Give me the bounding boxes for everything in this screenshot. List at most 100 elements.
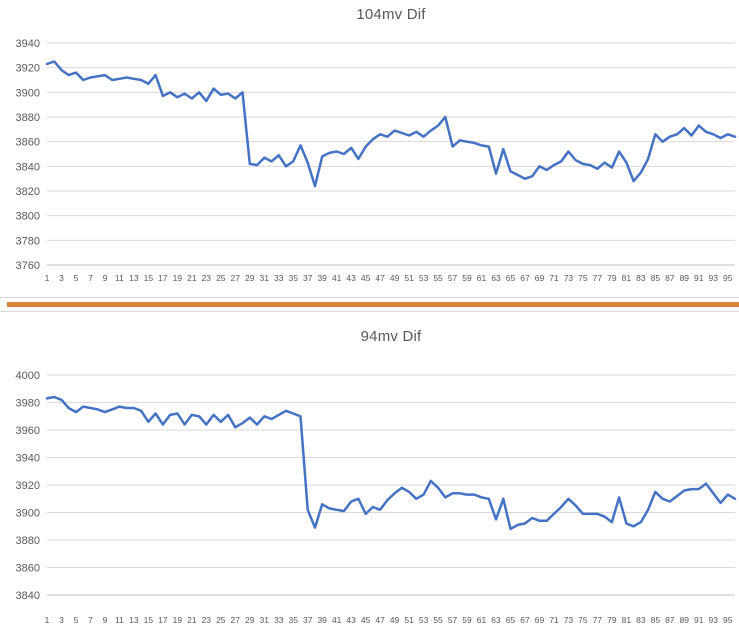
x-tick-label: 33	[274, 615, 284, 625]
x-tick-label: 23	[202, 615, 212, 625]
x-tick-label: 83	[636, 273, 646, 283]
x-tick-label: 21	[187, 615, 197, 625]
x-tick-label: 23	[202, 273, 212, 283]
x-tick-label: 85	[651, 273, 661, 283]
x-tick-label: 21	[187, 273, 197, 283]
line-chart-plot: 3940 3920 3900 3880 3860 3840 3820 3800 3780 3760…	[16, 38, 737, 283]
x-tick-label: 43	[346, 273, 356, 283]
x-tick-label: 3	[59, 273, 64, 283]
chart-104mv-dif: 104mv Dif 3940 3920 3900 3880 3860 3840 3820 38…	[0, 0, 739, 298]
y-tick-label: 3760	[16, 260, 40, 272]
x-tick-label: 17	[158, 615, 168, 625]
chart-title: 104mv Dif	[356, 6, 426, 23]
x-tick-label: 81	[622, 615, 632, 625]
y-tick-label: 3940	[16, 453, 40, 465]
x-tick-label: 89	[680, 615, 690, 625]
x-tick-label: 65	[506, 273, 516, 283]
x-tick-label: 71	[549, 615, 559, 625]
series-line	[45, 395, 737, 531]
x-tick-label: 59	[462, 615, 472, 625]
x-tick-label: 85	[651, 615, 661, 625]
x-tick-label: 35	[288, 615, 298, 625]
x-tick-label: 87	[665, 273, 675, 283]
y-tick-label: 3800	[16, 211, 40, 223]
x-tick-label: 57	[448, 615, 458, 625]
x-tick-label: 37	[303, 615, 313, 625]
x-tick-label: 79	[607, 615, 617, 625]
y-tick-label: 3880	[16, 535, 40, 547]
x-tick-label: 31	[260, 273, 270, 283]
x-tick-label: 61	[477, 273, 487, 283]
orange-divider-bar	[7, 302, 739, 307]
x-tick-label: 33	[274, 273, 284, 283]
x-tick-label: 43	[346, 615, 356, 625]
x-tick-label: 11	[115, 615, 124, 625]
x-tick-label: 5	[74, 615, 79, 625]
x-tick-label: 39	[317, 615, 327, 625]
x-tick-label: 47	[375, 615, 385, 625]
x-tick-label: 95	[723, 615, 733, 625]
x-tick-label: 31	[260, 615, 270, 625]
x-tick-label: 11	[115, 273, 124, 283]
x-tick-label: 55	[433, 615, 443, 625]
x-tick-label: 91	[694, 273, 704, 283]
x-tick-label: 69	[535, 273, 545, 283]
y-tick-label: 3920	[16, 480, 40, 492]
x-tick-label: 13	[129, 273, 139, 283]
x-tick-label: 67	[520, 615, 530, 625]
y-tick-label: 3980	[16, 398, 40, 410]
x-tick-label: 93	[709, 273, 719, 283]
y-tick-label: 3900	[16, 87, 40, 99]
x-tick-label: 71	[549, 273, 559, 283]
x-tick-label: 37	[303, 273, 313, 283]
x-tick-label: 5	[74, 273, 79, 283]
y-tick-label: 3880	[16, 112, 40, 124]
y-tick-label: 3860	[16, 563, 40, 575]
x-tick-label: 41	[332, 273, 342, 283]
x-tick-label: 81	[622, 273, 632, 283]
x-tick-label: 9	[103, 615, 108, 625]
x-tick-label: 49	[390, 615, 400, 625]
x-tick-label: 29	[245, 273, 255, 283]
x-tick-label: 3	[59, 615, 64, 625]
x-tick-label: 29	[245, 615, 255, 625]
x-tick-label: 61	[477, 615, 487, 625]
y-tick-label: 3960	[16, 425, 40, 437]
x-tick-label: 75	[578, 273, 588, 283]
x-tick-label: 59	[462, 273, 472, 283]
x-tick-label: 95	[723, 273, 733, 283]
x-tick-label: 35	[288, 273, 298, 283]
x-tick-label: 25	[216, 273, 226, 283]
x-tick-label: 89	[680, 273, 690, 283]
x-tick-label: 73	[564, 273, 574, 283]
y-tick-label: 3840	[16, 590, 40, 602]
x-tick-label: 63	[491, 615, 501, 625]
x-tick-label: 9	[103, 273, 108, 283]
chart-94mv-dif: 94mv Dif 4000 3980 3960 3940 3920 3900 3880 386…	[0, 311, 739, 639]
x-tick-label: 63	[491, 273, 501, 283]
x-tick-label: 53	[419, 273, 429, 283]
x-tick-label: 15	[144, 615, 154, 625]
x-tick-label: 7	[88, 273, 93, 283]
x-tick-label: 45	[361, 615, 371, 625]
x-tick-label: 7	[88, 615, 93, 625]
y-tick-label: 3920	[16, 63, 40, 75]
x-tick-label: 73	[564, 615, 574, 625]
chart-title: 94mv Dif	[360, 328, 422, 345]
x-tick-label: 47	[375, 273, 385, 283]
x-tick-label: 17	[158, 273, 168, 283]
x-tick-label: 77	[593, 273, 603, 283]
x-tick-label: 75	[578, 615, 588, 625]
x-tick-label: 51	[404, 273, 414, 283]
y-tick-label: 3840	[16, 161, 40, 173]
y-tick-label: 3780	[16, 235, 40, 247]
x-tick-label: 77	[593, 615, 603, 625]
x-tick-label: 19	[173, 615, 183, 625]
y-tick-label: 3820	[16, 186, 40, 198]
x-tick-label: 55	[433, 273, 443, 283]
x-tick-label: 51	[404, 615, 414, 625]
x-tick-label: 15	[144, 273, 154, 283]
x-tick-label: 45	[361, 273, 371, 283]
x-tick-label: 87	[665, 615, 675, 625]
x-tick-label: 91	[694, 615, 704, 625]
